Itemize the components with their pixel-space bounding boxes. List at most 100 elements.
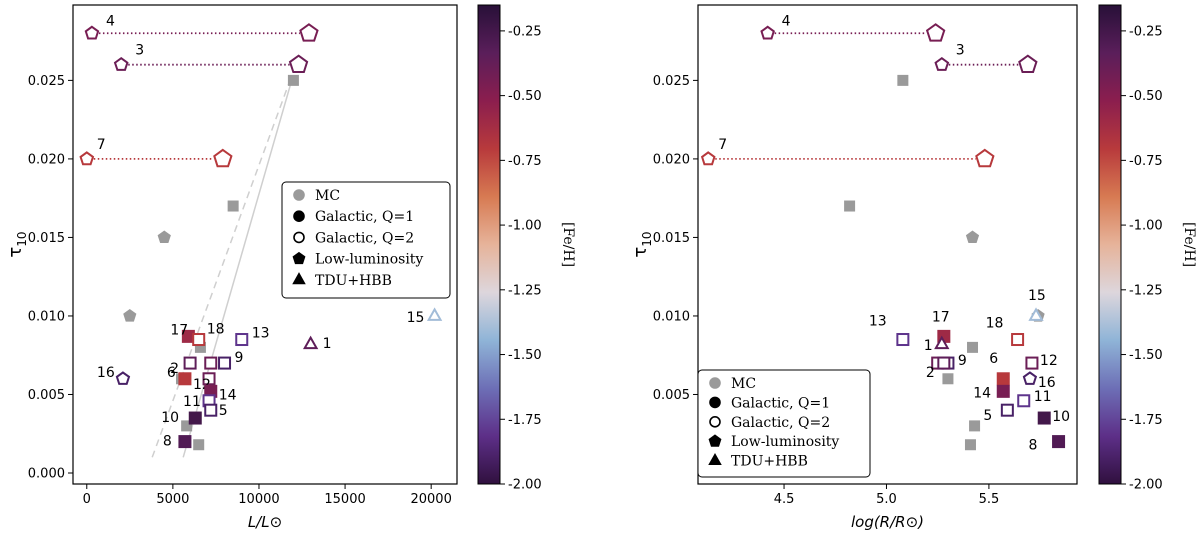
range-label: 3 (135, 43, 144, 59)
star-marker (218, 356, 232, 370)
mc-point (844, 200, 856, 212)
star-marker (996, 372, 1010, 386)
range-pentagon-small (700, 151, 716, 166)
colorbar (477, 4, 501, 485)
legend-label: MC (731, 376, 756, 392)
x-tick-label: 4.5 (774, 492, 795, 507)
range-label: 7 (97, 137, 106, 153)
mc-point (897, 74, 909, 86)
legend-label: MC (315, 188, 340, 204)
x-tick-label: 5.5 (979, 492, 1000, 507)
star-label: 16 (97, 365, 115, 381)
x-tick-label: 15000 (324, 492, 365, 507)
y-tick-label: 0.005 (28, 388, 65, 403)
colorbar-tick-label: -0.75 (1129, 154, 1163, 169)
colorbar-tick-label: -0.25 (1129, 24, 1163, 39)
star-label: 2 (170, 361, 179, 377)
mc-point (181, 420, 193, 432)
star-label: 11 (1034, 389, 1052, 405)
mc-point (123, 308, 137, 322)
mc-point (287, 74, 299, 86)
colorbar-tick-label: -1.75 (1129, 413, 1163, 428)
star-label: 9 (235, 350, 244, 366)
mc-point (193, 439, 205, 451)
star-label: 17 (932, 309, 950, 325)
legend-marker (293, 189, 305, 201)
legend-marker (293, 210, 305, 222)
star-marker (204, 356, 218, 370)
range-pentagon-large (213, 148, 233, 168)
colorbar-tick-label: -1.00 (508, 219, 542, 234)
y-tick-label: 0.020 (653, 152, 690, 167)
colorbar-tick-label: -0.50 (1129, 89, 1163, 104)
star-label: 1 (323, 336, 332, 352)
legend-label: Galactic, Q=2 (731, 415, 830, 431)
legend-marker (709, 415, 721, 428)
star-label: 14 (219, 387, 237, 403)
y-tick-label: 0.025 (653, 74, 690, 89)
x-tick-label: 0 (83, 492, 91, 507)
star-label: 6 (989, 351, 998, 367)
x-tick-label: 10000 (238, 492, 279, 507)
y-tick-label: 0.020 (28, 152, 65, 167)
right-panel: 4.5 5.0 5.5 0.005 0.010 0.015 0.020 0.025 log(R/… (630, 4, 1078, 531)
legend-label: Galactic, Q=1 (731, 395, 830, 411)
colorbar-tick-label: -1.00 (1129, 219, 1163, 234)
plot-frame (697, 4, 1078, 485)
star-marker (1000, 403, 1014, 417)
star-label: 15 (1028, 288, 1046, 304)
legend-marker (708, 434, 722, 447)
y-tick-label: 0.015 (28, 231, 65, 246)
mc-point (967, 341, 979, 353)
star-label: 9 (958, 353, 967, 369)
star-label: 16 (1038, 375, 1056, 391)
range-label: 4 (782, 13, 791, 29)
star-marker (183, 356, 197, 370)
mc-point (964, 439, 976, 451)
mc-point (157, 230, 171, 243)
colorbar-tick-label: -1.50 (508, 348, 542, 363)
guide-line-dashed (151, 80, 291, 458)
star-marker (934, 335, 950, 350)
y-tick-label: 0.025 (28, 74, 65, 89)
colorbar-tick-label: -2.00 (1129, 478, 1163, 493)
star-marker (1017, 394, 1031, 408)
range-label: 7 (718, 137, 727, 153)
legend-marker (709, 377, 721, 389)
star-marker (996, 384, 1010, 398)
star-marker (188, 411, 202, 425)
star-marker (178, 435, 192, 449)
star-label: 1 (924, 338, 933, 354)
legend: MC Galactic, Q=1 Galactic, Q=2 Low-luminosi… (697, 369, 871, 478)
legend-label: Galactic, Q=1 (315, 209, 414, 225)
colorbar-tick-label: -0.25 (508, 24, 542, 39)
legend-label: Galactic, Q=2 (315, 230, 414, 246)
y-axis-label: τ10 (630, 231, 654, 257)
legend-label: TDU+HBB (731, 454, 808, 470)
star-label: 2 (926, 365, 935, 381)
star-marker (235, 333, 249, 347)
legend-marker (293, 231, 305, 244)
plot-frame (72, 4, 458, 485)
x-axis-label: log(R/R⊙) (851, 513, 924, 531)
legend-marker (709, 396, 721, 409)
colorbar-tick-label: -2.00 (508, 478, 542, 493)
range-pentagon-large (975, 148, 995, 168)
star-label: 14 (973, 385, 991, 401)
star-marker (192, 333, 206, 347)
star-marker (1028, 307, 1044, 321)
star-marker (1011, 333, 1025, 347)
star-marker (1025, 356, 1039, 370)
x-tick-label: 5.0 (876, 492, 897, 507)
y-tick-label: 0.005 (653, 388, 690, 403)
star-label: 5 (219, 403, 228, 419)
y-tick-label: 0.015 (653, 231, 690, 246)
range-pentagon-small (760, 25, 775, 40)
colorbar-tick-label: -1.25 (508, 283, 542, 298)
mc-point (227, 200, 239, 212)
star-marker (204, 403, 218, 417)
star-marker (178, 372, 192, 386)
range-pentagon-large (288, 54, 309, 73)
mc-point (969, 420, 981, 432)
colorbar-tick-label: -1.25 (1129, 283, 1163, 298)
